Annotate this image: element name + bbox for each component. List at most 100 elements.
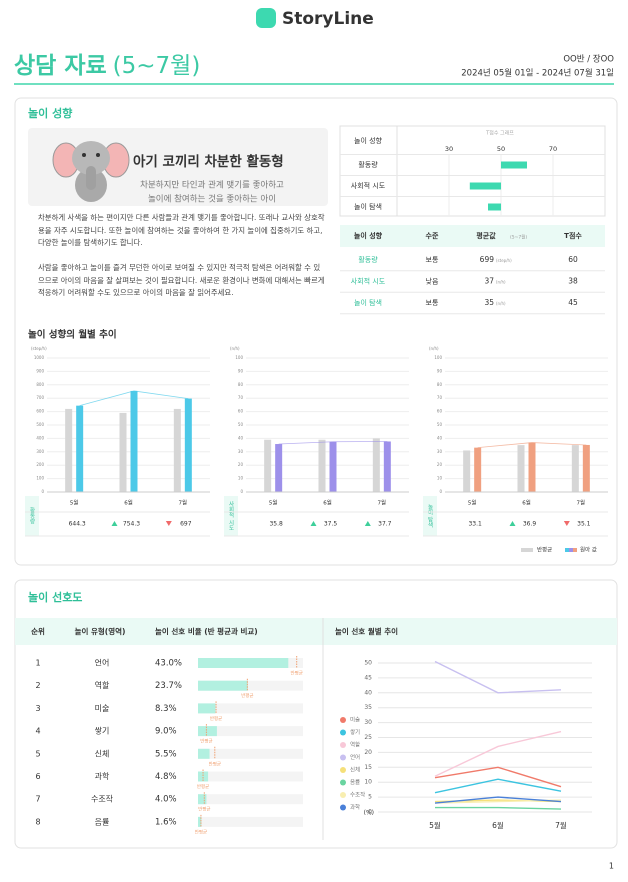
value-label: 4.0% xyxy=(155,795,177,805)
unit: (step/h) xyxy=(496,258,512,263)
rank: 5 xyxy=(35,749,40,758)
bar xyxy=(329,441,337,492)
y-tick-label: 0 xyxy=(41,489,44,494)
value-label: 697 xyxy=(180,521,192,528)
legend-dot xyxy=(340,742,346,748)
bar xyxy=(198,658,289,668)
series-line xyxy=(434,766,562,788)
title: 상담 자료 (5~7월) xyxy=(14,53,200,79)
axis-unit: (step/h) xyxy=(31,346,47,351)
bar-track xyxy=(198,794,303,805)
y-tick-label: 1000 xyxy=(34,355,45,360)
x-tick-label: 7월 xyxy=(555,820,567,830)
series-line xyxy=(434,730,562,777)
row-label: 활동량 xyxy=(358,255,378,264)
rank: 1 xyxy=(35,659,40,668)
value-label: 23.7% xyxy=(155,681,182,691)
y-tick-label: 45 xyxy=(364,674,372,681)
y-tick-label: 70 xyxy=(437,395,443,400)
change-marker xyxy=(165,521,172,526)
play-type: 신체 xyxy=(95,748,110,758)
class-name: OO반 / 장OO xyxy=(563,54,614,65)
bar-track xyxy=(198,680,303,691)
change-marker xyxy=(111,521,118,526)
level: 보통 xyxy=(426,256,439,264)
bar xyxy=(528,442,536,492)
bar-track xyxy=(198,816,303,827)
legend-dot xyxy=(340,729,346,736)
legend-dot xyxy=(340,792,346,798)
y-tick-label: 10 xyxy=(437,476,443,481)
trend-line xyxy=(477,442,587,449)
x-tick-label: 5월 xyxy=(70,499,79,507)
y-tick-label: 100 xyxy=(434,355,442,360)
value-label: 37.7 xyxy=(378,521,392,528)
level: 보통 xyxy=(426,299,439,307)
y-tick-label: 0 xyxy=(368,809,372,816)
profile-summary: 놀이에 참여하는 것을 좋아하는 아이 xyxy=(148,194,276,205)
series-line xyxy=(434,660,562,694)
y-tick-label: 10 xyxy=(238,476,244,481)
legend-label: 언어 xyxy=(350,753,360,761)
title-period: (5~7월) xyxy=(113,53,201,79)
y-tick-label: 20 xyxy=(437,462,443,467)
bar xyxy=(264,439,272,492)
table-header: 수준 xyxy=(426,232,439,240)
bar xyxy=(474,447,482,492)
bar xyxy=(198,680,248,691)
x-tick-label: 30 xyxy=(445,145,453,153)
row-label: 사회적 시도 xyxy=(228,500,235,531)
bar-track xyxy=(198,771,303,782)
rank: 4 xyxy=(35,727,40,736)
table-header: 놀이 선호 비율 (반 평균과 비교) xyxy=(155,626,258,636)
value-label: 644.3 xyxy=(69,521,86,528)
change-marker xyxy=(563,521,570,526)
y-tick-label: 25 xyxy=(364,734,372,741)
bar-track xyxy=(198,748,303,759)
y-tick-label: 100 xyxy=(235,355,243,360)
bar xyxy=(582,444,590,492)
y-tick-label: 70 xyxy=(238,395,244,400)
play-type: 미술 xyxy=(95,703,110,713)
bar xyxy=(463,450,471,492)
bar xyxy=(198,703,216,714)
bar-track xyxy=(198,726,303,737)
row-label: 놀이 탐색 xyxy=(354,202,382,211)
row-label: 활동량 xyxy=(29,507,36,525)
y-tick-label: 0 xyxy=(439,489,442,494)
table-header-bg xyxy=(340,225,605,247)
x-tick-label: 6월 xyxy=(323,499,332,507)
value-label: 37.5 xyxy=(324,521,338,528)
value-label: 33.1 xyxy=(468,521,482,528)
bar xyxy=(173,408,181,492)
y-tick-label: 60 xyxy=(238,409,244,414)
x-tick-label: 5월 xyxy=(429,820,441,830)
legend-swatch xyxy=(573,548,577,552)
y-tick-label: 5 xyxy=(368,794,372,801)
x-tick-label: 5월 xyxy=(269,499,278,507)
x-tick-label: 7월 xyxy=(378,499,387,507)
rank: 7 xyxy=(35,795,40,804)
level: 낮음 xyxy=(426,277,439,286)
y-tick-label: 60 xyxy=(437,409,443,414)
play-type: 언어 xyxy=(95,658,110,668)
bar xyxy=(76,405,84,492)
rank: 8 xyxy=(35,817,40,826)
header-note: (5~7월) xyxy=(510,234,527,241)
period: 2024년 05월 01일 - 2024년 07월 31일 xyxy=(461,68,614,79)
row-label: 사회적 시도 xyxy=(351,181,386,190)
bar xyxy=(517,445,525,492)
row-label: 놀이 탐색 xyxy=(427,504,434,529)
legend-swatch xyxy=(565,548,569,552)
avg-label: 반평균 xyxy=(210,715,222,722)
card xyxy=(14,579,618,849)
legend-swatch xyxy=(569,548,573,552)
mean-value: 35 xyxy=(484,298,494,307)
bar xyxy=(198,771,209,782)
y-tick-label: 90 xyxy=(238,368,244,373)
bar xyxy=(65,408,73,492)
legend-label: 쌓기 xyxy=(350,728,360,736)
legend-label: 음률 xyxy=(350,779,360,786)
